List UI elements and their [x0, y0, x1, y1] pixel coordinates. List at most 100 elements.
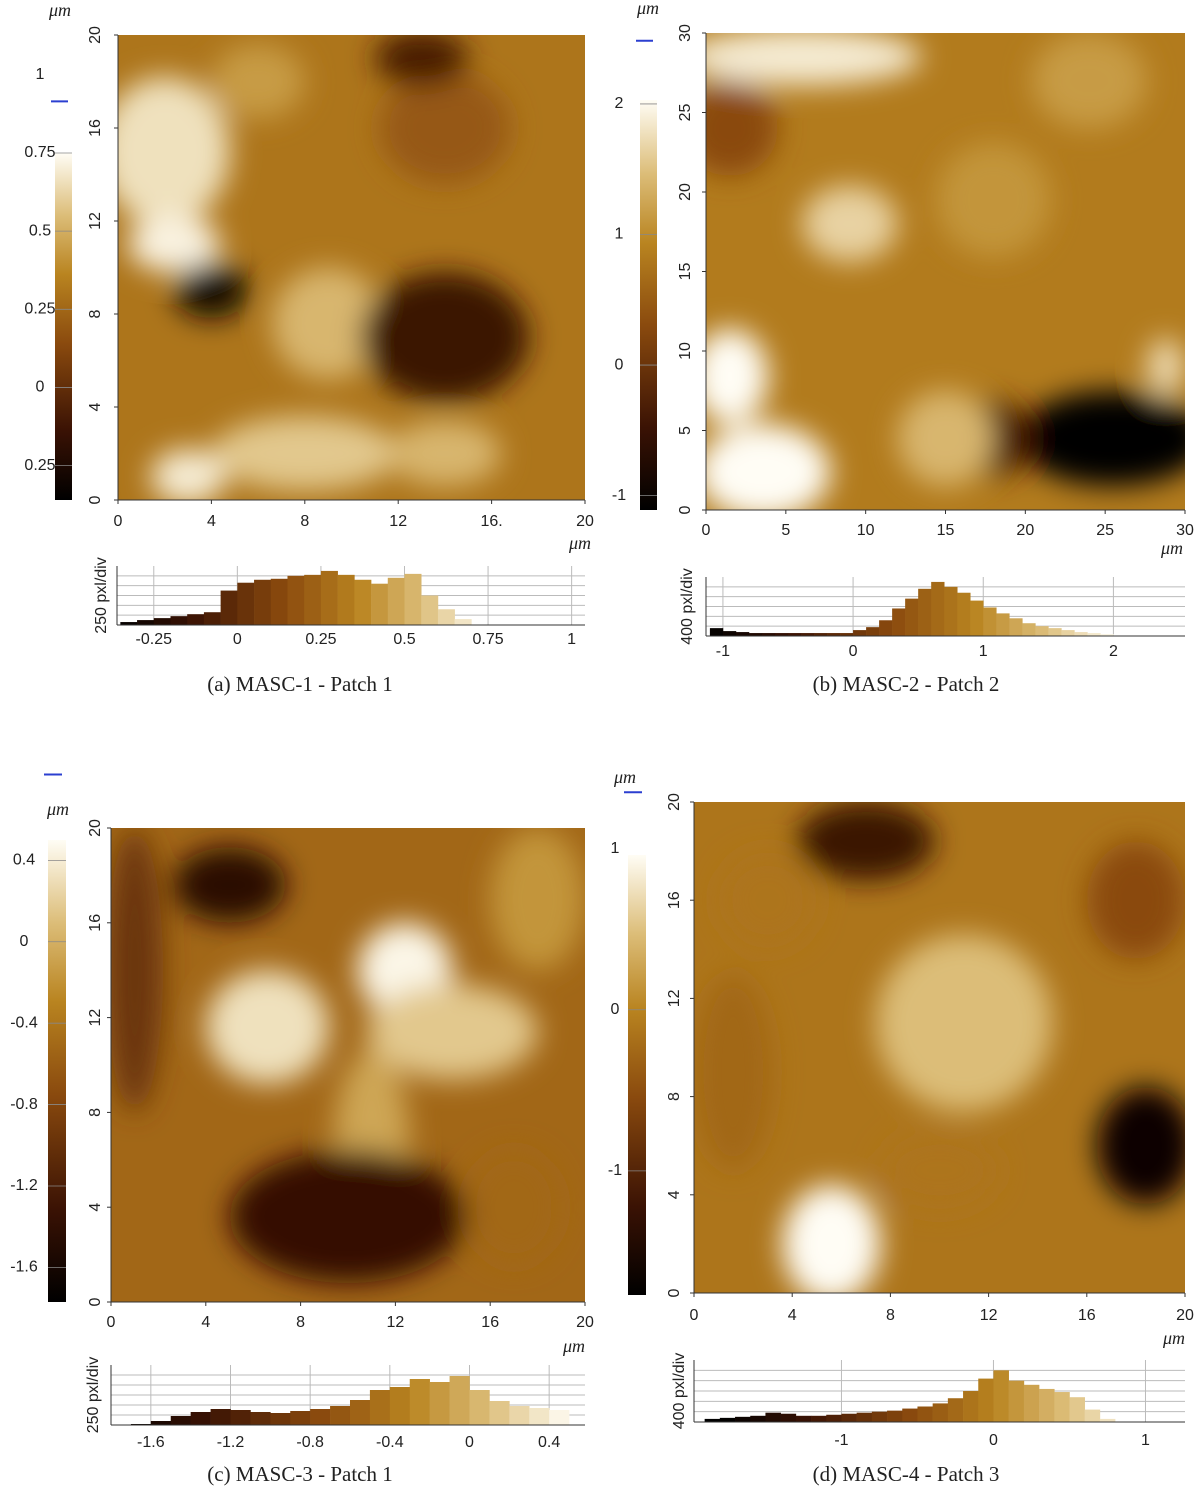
x-tick-label: 8	[296, 1314, 305, 1331]
image-blobs	[111, 828, 585, 1284]
hist-bar	[220, 590, 238, 625]
x-tick-label: 20	[576, 1314, 594, 1331]
blob	[211, 44, 305, 119]
y-tick-label: 0	[666, 1288, 683, 1297]
image-blobs	[706, 33, 1185, 510]
colorbar-tick-label: 0.25	[24, 457, 55, 474]
hist-tick-label: -0.8	[296, 1434, 324, 1451]
colorbar-tick-label: -1.6	[10, 1259, 38, 1276]
y-tick-label: 8	[87, 309, 104, 318]
hist-bar	[944, 586, 958, 636]
x-tick-label: 20	[576, 513, 594, 530]
blob	[706, 424, 831, 510]
colorbar-tick-label: 0.75	[24, 144, 55, 161]
colorbar-tick-label: 2	[615, 95, 624, 112]
y-tick-label: 12	[87, 212, 104, 230]
hist-bar	[840, 633, 854, 636]
blob	[374, 35, 469, 87]
caption: (b) MASC-2 - Patch 2	[813, 672, 1000, 696]
y-tick-label: 10	[677, 342, 694, 360]
afm-image	[706, 33, 1185, 510]
y-tick-label: 4	[666, 1190, 683, 1199]
hist-bar	[429, 1382, 450, 1425]
colorbar-tick-label: -1.2	[10, 1177, 38, 1194]
hist-bar	[437, 609, 455, 625]
y-tick-label: 8	[666, 1092, 683, 1101]
x-tick-label: 0	[114, 513, 123, 530]
hist-bar	[290, 1411, 311, 1425]
hist-bar	[983, 607, 997, 636]
hist-bar	[1099, 1418, 1116, 1422]
hist-bar	[996, 613, 1010, 636]
hist-bar	[254, 579, 272, 625]
hist-bar	[709, 628, 724, 636]
blob	[1096, 1086, 1185, 1205]
blob	[1086, 841, 1185, 960]
hist-bar	[853, 630, 867, 636]
hist-bar	[270, 1413, 291, 1425]
blob	[205, 970, 330, 1084]
hist-ylabel: 400 pxl/div	[679, 568, 696, 645]
blob	[229, 1150, 467, 1284]
hist-bar	[918, 588, 932, 636]
hist-bar	[892, 608, 906, 636]
hist-bar	[529, 1408, 550, 1425]
blob	[1146, 338, 1185, 396]
hist-bar	[931, 581, 945, 636]
hist-tick-label: 1	[1141, 1432, 1150, 1449]
y-tick-label: 16	[666, 891, 683, 909]
x-unit: μm	[568, 533, 591, 553]
hist-bar	[190, 1412, 211, 1425]
hist-bar	[449, 1376, 470, 1425]
x-tick-label: 10	[857, 522, 875, 539]
hist-bar	[814, 633, 828, 636]
hist-bar	[993, 1370, 1009, 1422]
hist-bar	[826, 1414, 842, 1422]
hist-bar	[489, 1401, 510, 1425]
hist-tick-label: 0	[989, 1432, 998, 1449]
hist-bar	[917, 1406, 933, 1422]
hist-tick-label: 1	[979, 643, 988, 660]
blob	[1031, 33, 1147, 129]
colorbar-tick-label: 0.25	[24, 301, 55, 318]
x-tick-label: 0	[107, 1314, 116, 1331]
colorbar-unit: μm	[46, 799, 69, 819]
y-tick-label: 0	[87, 495, 104, 504]
colorbar-tick-label: 0.5	[29, 222, 51, 239]
x-tick-label: 30	[1176, 522, 1194, 539]
hist-bar	[957, 592, 971, 636]
x-tick-label: 0	[702, 522, 711, 539]
colorbar-tick-label: -1	[608, 1162, 622, 1179]
hist-bar	[1008, 1380, 1025, 1422]
hist-bar	[469, 1390, 490, 1425]
hist-tick-label: -0.4	[376, 1434, 404, 1451]
hist-tick-label: 0.25	[305, 631, 336, 648]
colorbar-tick-label: -1	[612, 487, 626, 504]
hist-bar	[337, 574, 355, 625]
afm-image	[118, 35, 585, 500]
x-tick-label: 20	[1016, 522, 1034, 539]
hist-bar	[287, 575, 305, 625]
blob	[490, 828, 585, 971]
hist-bar	[970, 600, 984, 636]
blob	[1017, 390, 1185, 487]
y-tick-label: 0	[677, 505, 694, 514]
colorbar-tick-label: 1	[36, 66, 45, 83]
y-tick-label: 12	[87, 1009, 104, 1027]
colorbar	[640, 100, 657, 510]
hist-ylabel: 250 pxl/div	[85, 1357, 102, 1434]
y-tick-label: 5	[677, 426, 694, 435]
hist-bar	[704, 1418, 721, 1422]
hist-bar	[902, 1408, 918, 1422]
colorbar-tick-label: 0	[611, 1001, 620, 1018]
hist-bar	[509, 1406, 530, 1425]
hist-tick-label: -1.2	[217, 1434, 245, 1451]
hist-bar	[137, 620, 155, 625]
hist-bar	[1087, 633, 1101, 636]
hist-bar	[750, 1415, 766, 1422]
colorbar-tick-label: -0.4	[10, 1014, 38, 1031]
hist-bar	[774, 633, 789, 636]
caption: (d) MASC-4 - Patch 3	[813, 1462, 1000, 1486]
blob	[935, 142, 1051, 258]
